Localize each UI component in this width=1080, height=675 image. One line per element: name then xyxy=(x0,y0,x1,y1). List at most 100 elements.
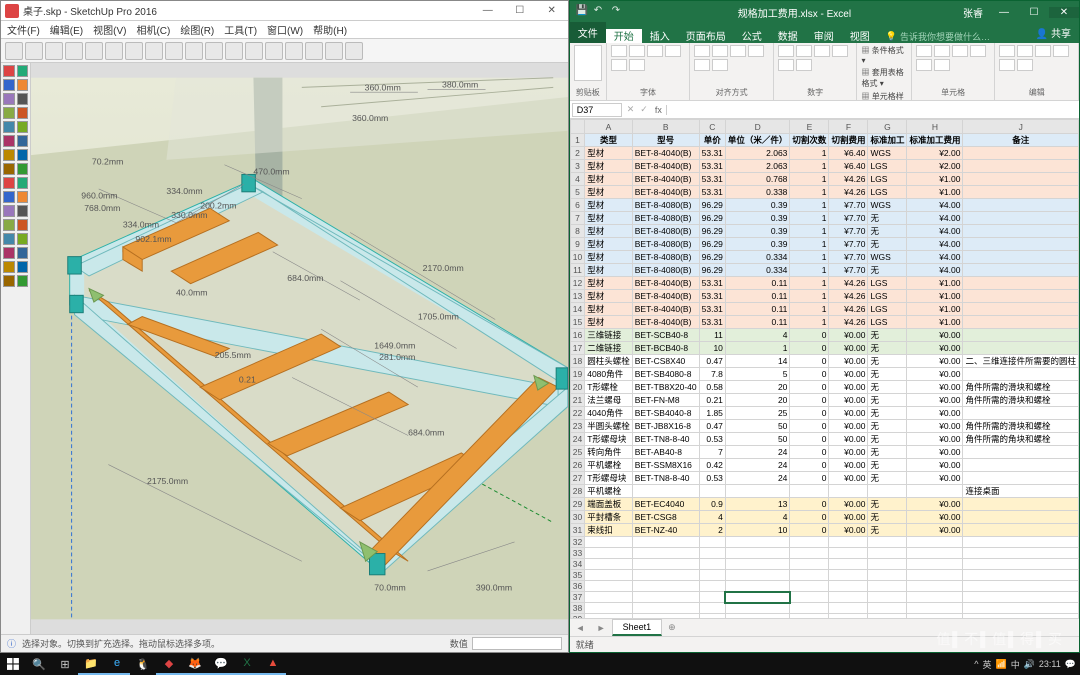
cell[interactable] xyxy=(829,548,868,559)
cell[interactable]: ¥1.00 xyxy=(907,277,963,290)
tool-button[interactable] xyxy=(3,149,15,161)
cell[interactable] xyxy=(907,485,963,498)
cell[interactable]: BET-SB4040-8 xyxy=(632,407,699,420)
row-header[interactable]: 33 xyxy=(570,548,584,559)
cell[interactable]: 0 xyxy=(790,342,829,355)
cell[interactable]: ¥7.70 xyxy=(829,225,868,238)
row-header[interactable]: 29 xyxy=(570,498,584,511)
save-icon[interactable]: 💾 xyxy=(576,5,590,19)
cell[interactable]: 平封槽条 xyxy=(585,511,633,524)
cell[interactable]: BET-NZ-40 xyxy=(632,524,699,537)
cell[interactable]: 53.31 xyxy=(699,160,725,173)
cell[interactable]: BET-TN8-8-40 xyxy=(632,433,699,446)
taskbar-app-wechat[interactable]: 💬 xyxy=(208,653,234,675)
cell[interactable]: ¥0.00 xyxy=(907,524,963,537)
row-header[interactable]: 5 xyxy=(570,186,584,199)
cell[interactable]: 0 xyxy=(790,394,829,407)
cell[interactable] xyxy=(868,603,907,614)
toolbar-button[interactable] xyxy=(265,42,283,60)
cell[interactable] xyxy=(868,537,907,548)
cell[interactable]: 单价 xyxy=(699,134,725,147)
cell[interactable]: T形螺栓 xyxy=(585,381,633,394)
cell[interactable]: ¥4.00 xyxy=(907,199,963,212)
cell[interactable]: 0.11 xyxy=(725,316,790,329)
toolbar-button[interactable] xyxy=(5,42,23,60)
cell[interactable] xyxy=(868,548,907,559)
cell[interactable]: 0.53 xyxy=(699,433,725,446)
column-header[interactable]: F xyxy=(829,120,868,134)
row-header[interactable]: 15 xyxy=(570,316,584,329)
cell[interactable] xyxy=(790,570,829,581)
cell[interactable]: 二维链接 xyxy=(585,342,633,355)
toolbar-button[interactable] xyxy=(285,42,303,60)
cell[interactable]: ¥0.00 xyxy=(829,472,868,485)
ribbon-group[interactable]: 编辑 xyxy=(995,43,1079,100)
cell[interactable] xyxy=(907,603,963,614)
tool-button[interactable] xyxy=(3,191,15,203)
cell[interactable] xyxy=(868,581,907,592)
cell[interactable]: 类型 xyxy=(585,134,633,147)
cell[interactable] xyxy=(632,559,699,570)
close-button[interactable]: ✕ xyxy=(1049,7,1079,18)
cell[interactable]: BET-8-4080(B) xyxy=(632,264,699,277)
cell[interactable]: 无 xyxy=(868,394,907,407)
cell[interactable]: BET-SB4080-8 xyxy=(632,368,699,381)
cell[interactable]: 0.47 xyxy=(699,355,725,368)
cell[interactable] xyxy=(699,603,725,614)
cell[interactable]: 型材 xyxy=(585,303,633,316)
cell[interactable] xyxy=(963,614,1079,619)
cell[interactable]: 二、三维连接件所需要的圆柱 xyxy=(963,355,1079,368)
cell[interactable] xyxy=(963,173,1079,186)
cell[interactable]: BET-8-4040(B) xyxy=(632,290,699,303)
cell[interactable]: 法兰螺母 xyxy=(585,394,633,407)
row-header[interactable]: 1 xyxy=(570,134,584,147)
cell[interactable]: BET-SCB40-8 xyxy=(632,329,699,342)
cell[interactable]: 角件所需的角块和螺栓 xyxy=(963,433,1079,446)
cell[interactable] xyxy=(963,407,1079,420)
row-header[interactable]: 19 xyxy=(570,368,584,381)
cell[interactable] xyxy=(699,537,725,548)
cell[interactable]: 7 xyxy=(699,446,725,459)
cell[interactable] xyxy=(963,524,1079,537)
cell[interactable]: BET-8-4040(B) xyxy=(632,303,699,316)
cell[interactable]: ¥4.26 xyxy=(829,316,868,329)
tool-button[interactable] xyxy=(3,107,15,119)
cell[interactable]: ¥1.00 xyxy=(907,186,963,199)
ime-indicator[interactable]: 英 xyxy=(982,658,991,671)
cell[interactable]: 20 xyxy=(725,381,790,394)
tool-button[interactable] xyxy=(3,233,15,245)
cell[interactable] xyxy=(963,251,1079,264)
cell[interactable]: ¥0.00 xyxy=(907,381,963,394)
row-header[interactable]: 8 xyxy=(570,225,584,238)
tool-button[interactable] xyxy=(3,65,15,77)
cell[interactable]: ¥0.00 xyxy=(907,355,963,368)
cell[interactable]: WGS xyxy=(868,251,907,264)
cell[interactable]: BET-8-4080(B) xyxy=(632,238,699,251)
cell[interactable]: ¥4.00 xyxy=(907,251,963,264)
toolbar-button[interactable] xyxy=(65,42,83,60)
cell[interactable] xyxy=(725,570,790,581)
maximize-button[interactable]: ☐ xyxy=(508,5,532,16)
tool-button[interactable] xyxy=(17,107,29,119)
cell[interactable] xyxy=(699,581,725,592)
cell[interactable]: ¥0.00 xyxy=(829,329,868,342)
row-header[interactable]: 2 xyxy=(570,147,584,160)
cell[interactable]: ¥0.00 xyxy=(907,342,963,355)
cell[interactable] xyxy=(868,592,907,603)
cell[interactable]: BET-FN-M8 xyxy=(632,394,699,407)
cell[interactable] xyxy=(790,559,829,570)
cell[interactable]: 0 xyxy=(790,433,829,446)
cell[interactable]: ¥0.00 xyxy=(907,459,963,472)
cell[interactable]: 53.31 xyxy=(699,316,725,329)
cell[interactable] xyxy=(963,592,1079,603)
row-header[interactable]: 37 xyxy=(570,592,584,603)
tool-button[interactable] xyxy=(17,93,29,105)
column-header[interactable]: H xyxy=(907,120,963,134)
tool-button[interactable] xyxy=(3,275,15,287)
ribbon-group[interactable]: 数字 xyxy=(774,43,858,100)
tool-button[interactable] xyxy=(3,163,15,175)
toolbar-button[interactable] xyxy=(125,42,143,60)
taskbar-app-edge[interactable]: e xyxy=(104,653,130,675)
row-header[interactable]: 30 xyxy=(570,511,584,524)
cell[interactable]: 无 xyxy=(868,511,907,524)
